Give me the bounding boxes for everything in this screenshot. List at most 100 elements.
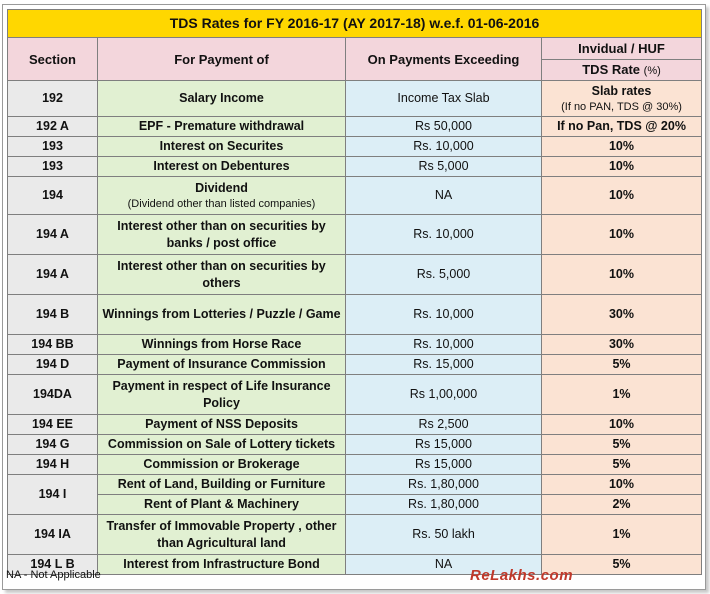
table-row: 194DA Payment in respect of Life Insuran…	[7, 374, 703, 415]
payment-note: (Dividend other than listed companies)	[127, 198, 316, 210]
header-payment: For Payment of	[97, 37, 346, 81]
header-rate-unit: (%)	[643, 64, 661, 77]
cell-exceeding: Rs 15,000	[345, 454, 542, 475]
cell-payment: Winnings from Horse Race	[97, 334, 346, 355]
cell-exceeding: Rs. 1,80,000	[345, 494, 542, 515]
table-row: 194 IA Transfer of Immovable Property , …	[7, 514, 703, 555]
cell-payment: Salary Income	[97, 80, 346, 117]
table-row: 194 A Interest other than on securities …	[7, 214, 703, 255]
cell-section: 194DA	[7, 374, 98, 415]
cell-section: 194 EE	[7, 414, 98, 435]
cell-exceeding: Rs. 10,000	[345, 136, 542, 157]
cell-rate: 5%	[540, 454, 703, 475]
cell-rate: 1%	[540, 514, 703, 555]
cell-rate: 10%	[540, 176, 703, 215]
rate-note: (If no PAN, TDS @ 30%)	[561, 101, 682, 113]
table-row: 193 Interest on Securites Rs. 10,000 10%	[7, 136, 703, 157]
cell-exceeding: Rs. 15,000	[345, 354, 542, 375]
cell-section: 194 H	[7, 454, 98, 475]
cell-payment: Interest from Infrastructure Bond	[97, 554, 346, 575]
cell-payment: Interest other than on securities by oth…	[97, 254, 346, 295]
cell-section: 194 A	[7, 254, 98, 295]
cell-exceeding: Rs 15,000	[345, 434, 542, 455]
cell-payment: Interest on Securites	[97, 136, 346, 157]
cell-exceeding: Rs. 10,000	[345, 214, 542, 255]
header-rate-label: TDS Rate	[582, 61, 641, 77]
cell-exceeding: Rs. 1,80,000	[345, 474, 542, 495]
cell-rate: 5%	[540, 554, 703, 575]
cell-exceeding: NA	[345, 176, 542, 215]
cell-rate: 10%	[540, 136, 703, 157]
cell-rate: 30%	[540, 294, 703, 335]
table-row: 194 I Rent of Land, Building or Furnitur…	[7, 474, 703, 515]
cell-payment: Interest other than on securities by ban…	[97, 214, 346, 255]
table-row: 194 Dividend (Dividend other than listed…	[7, 176, 703, 215]
table-row: 192 Salary Income Income Tax Slab Slab r…	[7, 80, 703, 117]
cell-exceeding: Rs. 10,000	[345, 294, 542, 335]
header-exceeding: On Payments Exceeding	[345, 37, 542, 81]
cell-rate: 1%	[540, 374, 703, 415]
brand-watermark: ReLakhs.com	[470, 567, 574, 584]
tds-rates-table: TDS Rates for FY 2016-17 (AY 2017-18) w.…	[6, 9, 703, 575]
table-row: 194 A Interest other than on securities …	[7, 254, 703, 295]
cell-exceeding: Rs 50,000	[345, 116, 542, 137]
cell-payment: Rent of Plant & Machinery	[97, 494, 346, 515]
tds-table-frame: TDS Rates for FY 2016-17 (AY 2017-18) w.…	[2, 4, 706, 590]
table-row: 193 Interest on Debentures Rs 5,000 10%	[7, 156, 703, 177]
cell-exceeding: Rs. 5,000	[345, 254, 542, 295]
table-row: 194 D Payment of Insurance Commission Rs…	[7, 354, 703, 375]
cell-rate: If no Pan, TDS @ 20%	[540, 116, 703, 137]
cell-payment: Payment of NSS Deposits	[97, 414, 346, 435]
cell-rate: 10%	[540, 254, 703, 295]
table-row: 194 B Winnings from Lotteries / Puzzle /…	[7, 294, 703, 335]
header-section: Section	[7, 37, 98, 81]
cell-section: 194 L B	[7, 554, 98, 575]
table-row: Rent of Plant & Machinery Rs. 1,80,000 2…	[8, 494, 703, 515]
cell-section: 194 D	[7, 354, 98, 375]
cell-section: 194 BB	[7, 334, 98, 355]
cell-section: 192	[7, 80, 98, 117]
cell-exceeding: Rs 1,00,000	[345, 374, 542, 415]
table-row: 194 EE Payment of NSS Deposits Rs 2,500 …	[7, 414, 703, 435]
cell-rate: 30%	[540, 334, 703, 355]
cell-exceeding: Rs 5,000	[345, 156, 542, 177]
cell-payment: Commission on Sale of Lottery tickets	[97, 434, 346, 455]
cell-rate: 10%	[540, 156, 703, 177]
header-rate: TDS Rate (%)	[540, 59, 703, 81]
cell-rate: 2%	[540, 494, 703, 515]
cell-section: 193	[7, 136, 98, 157]
cell-payment: Dividend (Dividend other than listed com…	[97, 176, 346, 215]
cell-exceeding: Rs 2,500	[345, 414, 542, 435]
cell-exceeding: NA	[345, 554, 542, 575]
cell-payment: EPF - Premature withdrawal	[97, 116, 346, 137]
table-row: 194 L B Interest from Infrastructure Bon…	[7, 554, 703, 575]
table-title: TDS Rates for FY 2016-17 (AY 2017-18) w.…	[6, 9, 703, 38]
cell-section: 194 I	[7, 474, 98, 515]
table-row: 194 BB Winnings from Horse Race Rs. 10,0…	[7, 334, 703, 355]
cell-rate: 10%	[540, 214, 703, 255]
cell-section: 194 B	[7, 294, 98, 335]
cell-payment: Commission or Brokerage	[97, 454, 346, 475]
cell-section: 193	[7, 156, 98, 177]
cell-payment: Payment in respect of Life Insurance Pol…	[97, 374, 346, 415]
cell-exceeding: Income Tax Slab	[345, 80, 542, 117]
cell-payment: Rent of Land, Building or Furniture	[97, 474, 346, 495]
cell-rate: 5%	[540, 354, 703, 375]
cell-payment: Transfer of Immovable Property , other t…	[97, 514, 346, 555]
cell-payment: Payment of Insurance Commission	[97, 354, 346, 375]
cell-section: 194 A	[7, 214, 98, 255]
cell-payment: Winnings from Lotteries / Puzzle / Game	[97, 294, 346, 335]
table-row: 194 H Commission or Brokerage Rs 15,000 …	[7, 454, 703, 475]
cell-section: 194 G	[7, 434, 98, 455]
cell-section: 192 A	[7, 116, 98, 137]
cell-section: 194 IA	[7, 514, 98, 555]
cell-payment: Interest on Debentures	[97, 156, 346, 177]
cell-exceeding: Rs. 10,000	[345, 334, 542, 355]
footnote: NA - Not Applicable	[6, 569, 101, 581]
cell-exceeding: Rs. 50 lakh	[345, 514, 542, 555]
table-row: 194 G Commission on Sale of Lottery tick…	[7, 434, 703, 455]
cell-rate: 10%	[540, 474, 703, 495]
header-group: Invidual / HUF	[540, 37, 703, 60]
rate-main: Slab rates	[591, 84, 652, 98]
table-row: 192 A EPF - Premature withdrawal Rs 50,0…	[7, 116, 703, 137]
